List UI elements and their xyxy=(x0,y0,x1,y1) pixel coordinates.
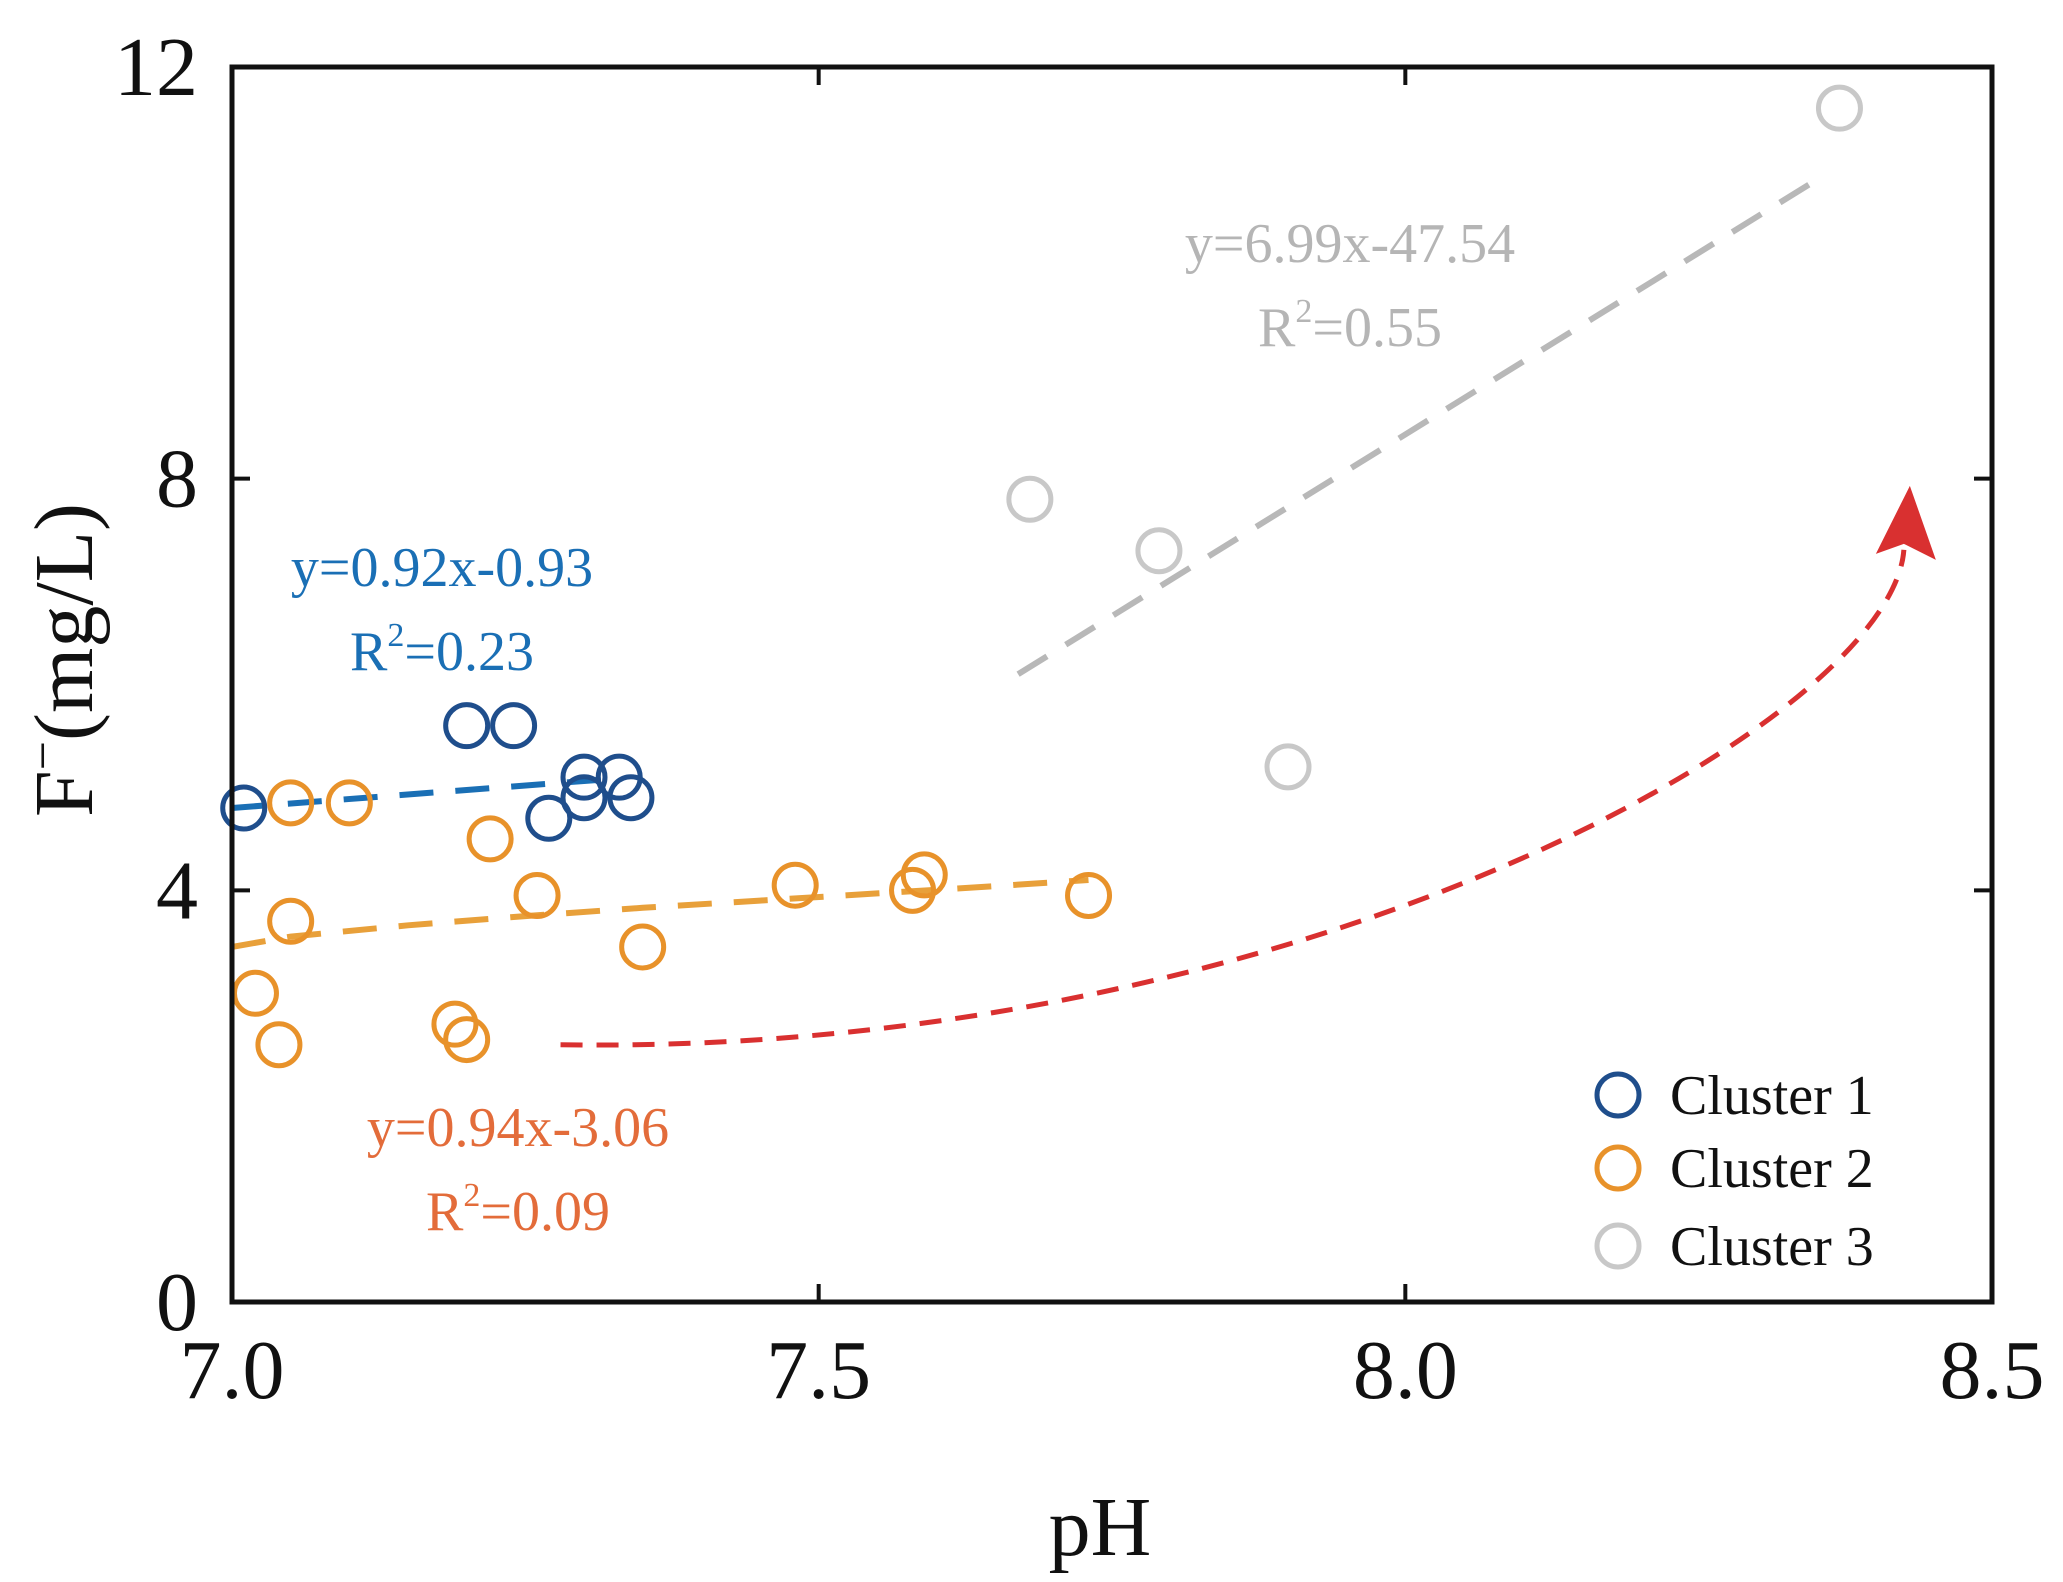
point-cluster-1 xyxy=(220,784,268,832)
x-tick-label: 7.5 xyxy=(766,1324,871,1417)
x-tick-label: 8.5 xyxy=(1940,1324,2045,1417)
fit-line-cluster-2 xyxy=(231,877,1089,950)
y-tick-label: 4 xyxy=(156,844,198,937)
legend-marker-cluster-2 xyxy=(1594,1144,1642,1192)
cluster2-equation: y=0.94x-3.06 xyxy=(367,1097,669,1159)
point-cluster-2 xyxy=(771,861,819,909)
point-cluster-2 xyxy=(1065,871,1113,919)
cluster1-r2: R2=0.23 xyxy=(350,617,534,683)
y-axis-title-sup: − xyxy=(15,741,72,770)
cluster3-equation: y=6.99x-47.54 xyxy=(1185,213,1515,275)
fit-line-cluster-1 xyxy=(231,776,608,811)
legend-item-cluster-3: Cluster 3 xyxy=(1594,1216,1874,1278)
cluster3-r2: R2=0.55 xyxy=(1258,293,1442,359)
point-cluster-2 xyxy=(513,871,561,919)
y-axis-title-main: F xyxy=(18,770,111,817)
cluster1-equation: y=0.92x-0.93 xyxy=(291,537,593,599)
point-cluster-3 xyxy=(1815,84,1863,132)
y-tick-label: 0 xyxy=(156,1256,198,1349)
legend-label-cluster-1: Cluster 1 xyxy=(1670,1065,1874,1127)
axis-ticks xyxy=(230,65,1994,1304)
legend-label-cluster-2: Cluster 2 xyxy=(1670,1138,1874,1200)
point-cluster-1 xyxy=(560,753,608,801)
point-cluster-2 xyxy=(267,897,315,945)
point-cluster-2 xyxy=(325,779,373,827)
tick-labels: 7.0 7.5 8.0 8.5 0 4 8 12 xyxy=(114,21,2045,1417)
y-tick-label: 12 xyxy=(114,21,198,114)
x-tick-label: 8.0 xyxy=(1353,1324,1458,1417)
point-cluster-2 xyxy=(900,851,948,899)
point-cluster-2 xyxy=(889,866,937,914)
legend-item-cluster-1: Cluster 1 xyxy=(1594,1065,1874,1127)
point-cluster-1 xyxy=(525,794,573,842)
point-cluster-1 xyxy=(560,774,608,822)
point-cluster-1 xyxy=(443,702,491,750)
plot-frame xyxy=(229,64,1995,1305)
x-axis-title: pH xyxy=(1049,1481,1152,1574)
y-axis-title-unit: (mg/L) xyxy=(18,503,111,741)
legend: Cluster 1 Cluster 2 Cluster 3 xyxy=(1594,1065,1874,1278)
regression-annotations: y=0.92x-0.93 R2=0.23 y=0.94x-3.06 R2=0.0… xyxy=(291,213,1515,1243)
legend-label-cluster-3: Cluster 3 xyxy=(1670,1216,1874,1278)
legend-marker-cluster-1 xyxy=(1594,1071,1642,1119)
point-cluster-2 xyxy=(443,1016,491,1064)
regression-lines xyxy=(231,177,1818,950)
cluster2-r2: R2=0.09 xyxy=(426,1177,610,1243)
point-cluster-3 xyxy=(1006,475,1054,523)
fit-line-cluster-3 xyxy=(1016,177,1818,677)
point-cluster-1 xyxy=(490,702,538,750)
point-cluster-2 xyxy=(267,779,315,827)
trend-arrow xyxy=(560,485,1936,1048)
point-cluster-3 xyxy=(1135,527,1183,575)
y-axis-title: F−(mg/L) xyxy=(15,503,111,817)
point-cluster-1 xyxy=(607,774,655,822)
point-cluster-2 xyxy=(231,969,279,1017)
y-tick-label: 8 xyxy=(156,433,198,526)
trend-arrow-line xyxy=(560,549,1907,1048)
point-cluster-2 xyxy=(466,815,514,863)
legend-marker-cluster-3 xyxy=(1594,1222,1642,1270)
data-points xyxy=(220,84,1863,1069)
trend-arrow-head xyxy=(1875,485,1936,560)
legend-item-cluster-2: Cluster 2 xyxy=(1594,1138,1874,1200)
point-cluster-3 xyxy=(1264,743,1312,791)
point-cluster-2 xyxy=(431,1000,479,1048)
point-cluster-2 xyxy=(619,923,667,971)
point-cluster-2 xyxy=(255,1021,303,1069)
x-tick-label: 7.0 xyxy=(180,1324,285,1417)
